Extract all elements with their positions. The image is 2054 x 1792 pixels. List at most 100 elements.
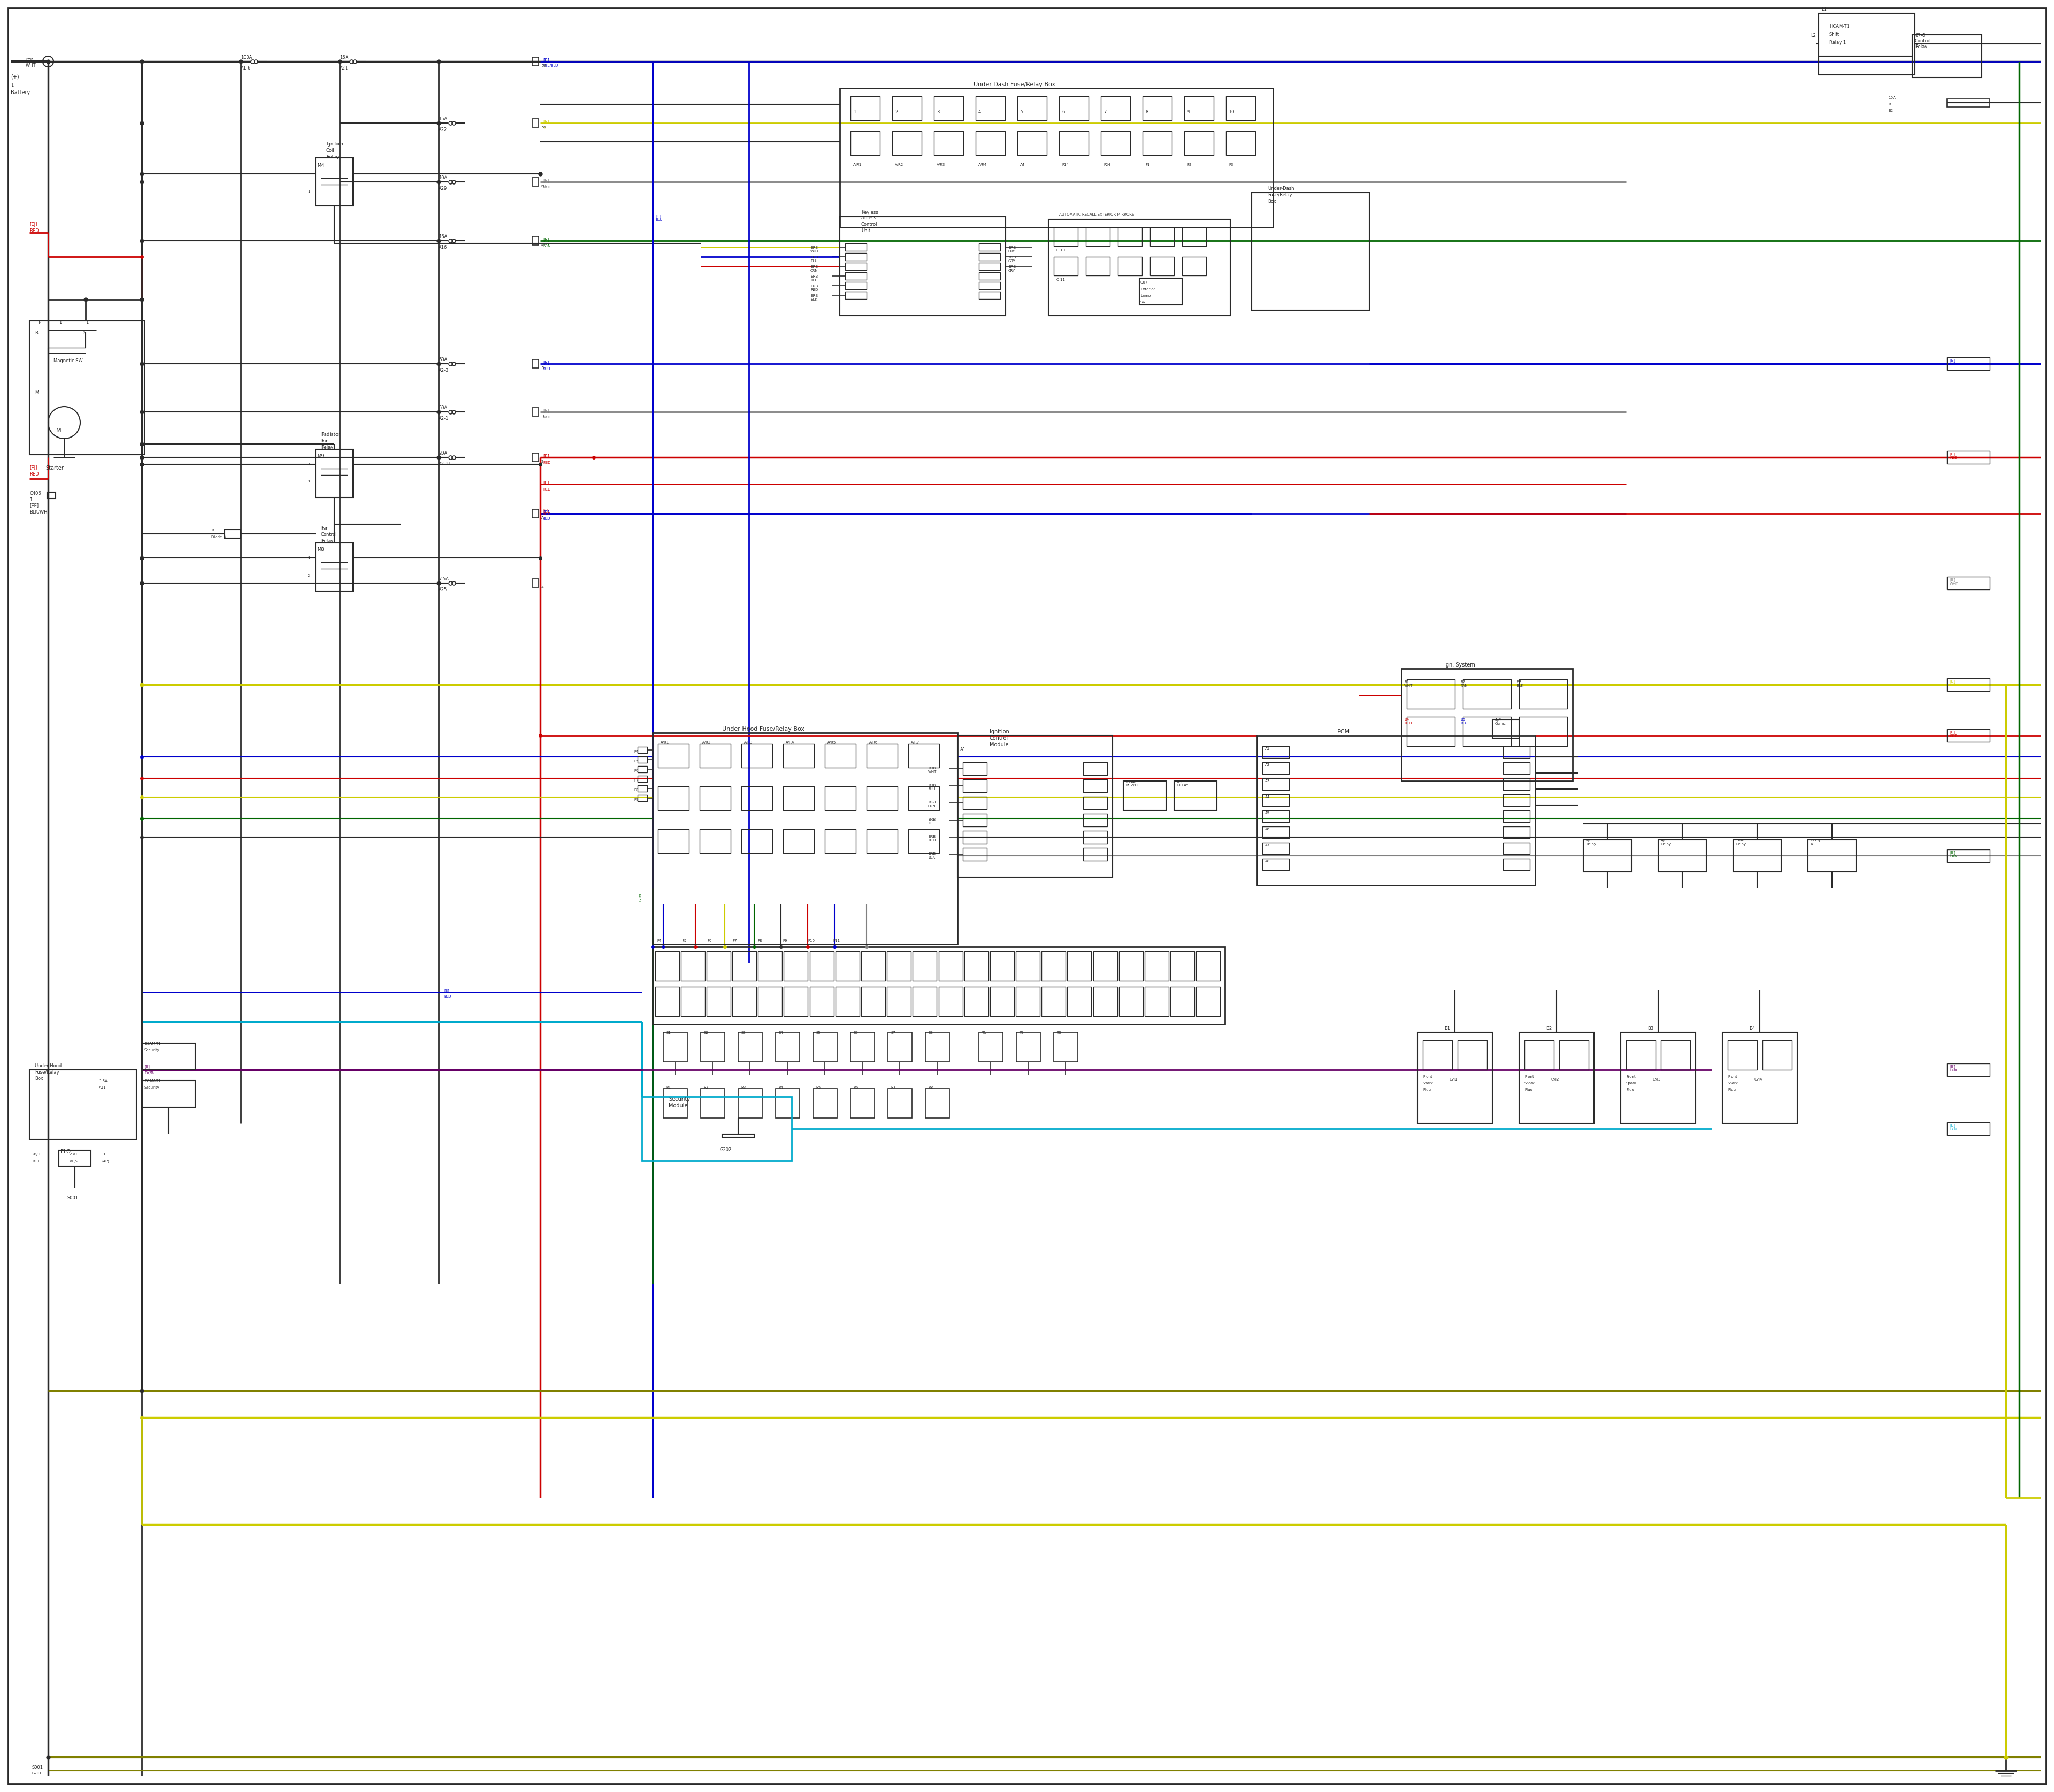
Text: R4: R4 <box>778 1086 783 1090</box>
Text: [E]: [E] <box>542 120 548 124</box>
Bar <box>637 747 647 753</box>
Bar <box>532 57 538 66</box>
Text: Control: Control <box>861 222 877 228</box>
Bar <box>1504 762 1530 774</box>
Bar <box>1808 840 1857 873</box>
Text: R2: R2 <box>702 1086 709 1090</box>
Text: G201: G201 <box>33 1772 43 1774</box>
Bar <box>637 796 647 801</box>
Text: S001: S001 <box>68 1195 78 1201</box>
Bar <box>1093 952 1117 980</box>
Text: Relay
4: Relay 4 <box>1812 839 1820 846</box>
Text: R7: R7 <box>891 1086 896 1090</box>
Text: A2: A2 <box>1265 763 1269 767</box>
Text: 3: 3 <box>937 109 939 115</box>
Bar <box>776 1032 799 1063</box>
Bar <box>1621 1032 1697 1124</box>
Bar <box>1183 228 1206 246</box>
Bar <box>887 987 910 1016</box>
Bar <box>963 780 986 792</box>
Text: Plug: Plug <box>1524 1088 1532 1091</box>
Text: A/R4: A/R4 <box>978 163 988 167</box>
Bar <box>1142 131 1173 156</box>
Text: [E]: [E] <box>542 360 548 366</box>
Text: [E]
YEL: [E] YEL <box>1949 679 1955 686</box>
Text: BL,L: BL,L <box>33 1159 39 1163</box>
Bar <box>826 744 857 767</box>
Text: BLU: BLU <box>542 518 550 520</box>
Text: [E]
WHT: [E] WHT <box>1949 577 1957 584</box>
Bar <box>1263 762 1290 774</box>
Text: [EI]: [EI] <box>25 57 33 63</box>
Text: 2B/1: 2B/1 <box>70 1152 78 1156</box>
Text: Plug: Plug <box>1627 1088 1635 1091</box>
Bar <box>1068 987 1091 1016</box>
Text: A/C
Relay: A/C Relay <box>1662 839 1672 846</box>
Text: [E]: [E] <box>542 237 548 242</box>
Text: Ignition: Ignition <box>327 142 343 147</box>
Bar <box>957 735 1113 878</box>
Text: BRB
CRN: BRB CRN <box>811 265 817 272</box>
Bar <box>844 281 867 289</box>
Bar <box>637 785 647 792</box>
Bar <box>741 787 772 810</box>
Text: Fan: Fan <box>320 525 329 530</box>
Bar <box>1407 717 1454 745</box>
Text: 87-0
Control
Relay: 87-0 Control Relay <box>1914 34 1931 48</box>
Text: 60: 60 <box>542 185 546 188</box>
Text: 16A: 16A <box>440 235 448 238</box>
Bar <box>1054 256 1078 276</box>
Text: R6: R6 <box>852 1086 859 1090</box>
Text: A2-11: A2-11 <box>440 462 452 466</box>
Bar <box>1171 952 1195 980</box>
Bar <box>1087 256 1109 276</box>
Bar <box>980 253 1000 260</box>
Text: [E]: [E] <box>542 177 548 183</box>
Bar <box>532 237 538 246</box>
Bar <box>1504 794 1530 806</box>
Text: F14: F14 <box>1062 163 1068 167</box>
Bar <box>813 1088 838 1118</box>
Text: BRB
BLU: BRB BLU <box>811 256 817 263</box>
Bar <box>1017 1032 1041 1063</box>
Text: Access: Access <box>861 215 877 220</box>
Text: 4: 4 <box>351 480 353 484</box>
Text: [E]: [E] <box>542 57 548 63</box>
Text: B4: B4 <box>1750 1027 1754 1030</box>
Text: 42: 42 <box>542 244 546 247</box>
Text: 10: 10 <box>1228 109 1234 115</box>
Text: Keyless: Keyless <box>861 210 879 215</box>
Text: 9: 9 <box>1187 109 1189 115</box>
Text: Relay: Relay <box>320 444 333 450</box>
Text: F8: F8 <box>758 939 762 943</box>
Bar <box>532 579 538 588</box>
Bar <box>963 848 986 860</box>
Text: A/R3: A/R3 <box>937 163 945 167</box>
Bar <box>1093 987 1117 1016</box>
Text: [E]
GRN: [E] GRN <box>1949 851 1957 858</box>
Bar <box>1226 131 1255 156</box>
Text: A7: A7 <box>1265 844 1269 848</box>
Text: CR
RELAY: CR RELAY <box>1177 780 1189 787</box>
Text: F5: F5 <box>635 760 639 763</box>
Text: S: S <box>82 330 86 335</box>
Text: [E]
BLU: [E] BLU <box>655 213 661 222</box>
Text: Control: Control <box>990 735 1009 740</box>
Bar <box>783 787 813 810</box>
Text: DK/B: DK/B <box>144 1072 154 1075</box>
Text: S7: S7 <box>891 1032 896 1034</box>
Text: AUTOMATIC RECALL EXTERIOR MIRRORS: AUTOMATIC RECALL EXTERIOR MIRRORS <box>1060 213 1134 217</box>
Text: BRB
TEL: BRB TEL <box>811 274 817 281</box>
Bar <box>887 1088 912 1118</box>
Bar <box>1150 256 1175 276</box>
Text: A4: A4 <box>1021 163 1025 167</box>
Bar <box>887 952 910 980</box>
Text: 4: 4 <box>351 556 353 559</box>
Text: BCAM-T1: BCAM-T1 <box>144 1079 160 1082</box>
Text: 1: 1 <box>10 82 14 88</box>
Text: 15A: 15A <box>440 116 448 122</box>
Text: Cyl3: Cyl3 <box>1653 1077 1662 1081</box>
Bar <box>1417 1032 1493 1124</box>
Text: WHT: WHT <box>542 416 553 419</box>
Text: F3: F3 <box>1228 163 1232 167</box>
